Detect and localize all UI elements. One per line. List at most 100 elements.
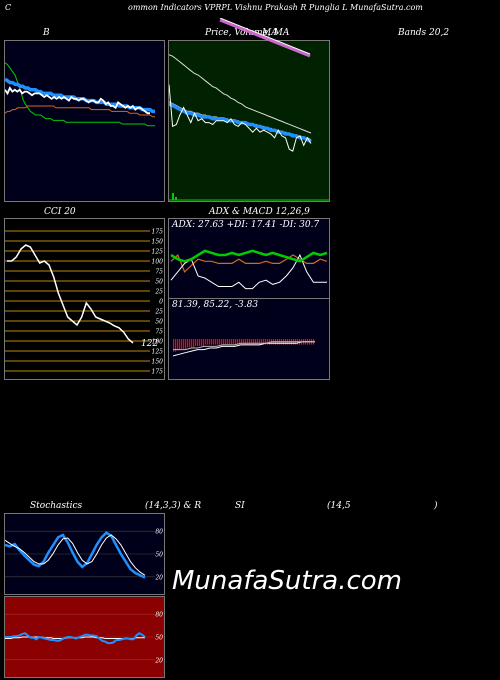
price-panel (168, 40, 330, 202)
macd-histogram-bar (245, 339, 247, 345)
stoch-tick-label: 50 (155, 552, 163, 559)
stoch-d-line (5, 534, 146, 576)
macd-histogram-bar (267, 339, 269, 345)
stoch-tick-label: 20 (154, 574, 163, 581)
upper-ma-line-2 (219, 18, 311, 55)
macd-histogram-bar (221, 339, 223, 345)
minus-di-line (170, 249, 328, 263)
stoch-k-line (5, 531, 146, 579)
cci-chart: 175 150 125 100 75 50 25 0 25 50 75 100 125 150 175 122 (5, 229, 164, 376)
adx-chart (170, 249, 328, 290)
macd-histogram-bar (241, 339, 243, 345)
cci-tick-label: 75 (155, 329, 163, 336)
macd-histogram-bar (217, 339, 219, 345)
rsi-line (5, 632, 146, 645)
stochastics-panel: 80 50 20 (4, 513, 165, 595)
macd-histogram-bar (173, 339, 175, 352)
rsi-panel: 80 50 20 (4, 596, 165, 678)
cci-tick-label: 150 (152, 359, 164, 366)
cci-tick-label: 0 (159, 299, 163, 306)
adx-panel: ADX: 27.63 +DI: 17.41 -DI: 30.7 (168, 218, 330, 300)
upper-ma-line (219, 18, 311, 58)
macd-histogram-bar (235, 339, 237, 345)
macd-histogram-bar (225, 339, 227, 345)
ma-very-long-line (169, 54, 312, 134)
macd-histogram-bar (207, 339, 209, 345)
macd-histogram-bar (193, 339, 195, 348)
cci-tick-label: 100 (152, 339, 164, 346)
macd-histogram-bar (175, 339, 177, 352)
macd-histogram-bar (215, 339, 217, 345)
macd-histogram-bar (261, 339, 263, 345)
cci-tick-label: 125 (152, 249, 164, 256)
macd-histogram-bar (265, 339, 267, 345)
stoch-title: Stochastics (30, 501, 83, 511)
header-title: ommon Indicators VPRPL Vishnu Prakash R … (128, 3, 423, 12)
macd-histogram-bar (257, 339, 259, 345)
macd-histogram-bar (223, 339, 225, 345)
macd-histogram-bar (183, 339, 185, 349)
bands-title-b: B (43, 28, 50, 38)
macd-histogram-bar (185, 339, 187, 349)
macd-values: 81.39, 85.22, -3.83 (172, 300, 259, 310)
macd-histogram-bar (227, 339, 229, 345)
macd-chart (172, 339, 315, 357)
ma-short-line (169, 102, 312, 144)
macd-histogram-bar (199, 339, 201, 346)
header-c: C (5, 3, 12, 12)
macd-panel: 81.39, 85.22, -3.83 (168, 298, 330, 380)
cci-tick-label: 100 (152, 259, 164, 266)
rsi-title-params: (14,5 (327, 501, 351, 511)
bollinger-chart (5, 62, 155, 127)
macd-line (172, 341, 315, 357)
bollinger-panel (4, 40, 165, 202)
stoch-title-params: (14,3,3) & R (145, 501, 202, 511)
cci-tick-label: 125 (152, 349, 164, 356)
macd-histogram-bar (213, 339, 215, 345)
cci-tick-label: 25 (154, 289, 163, 296)
volume-bar (175, 197, 177, 200)
macd-histogram-bar (209, 339, 211, 345)
plus-di-line (170, 253, 327, 290)
macd-histogram-bar (203, 339, 205, 346)
cci-tick-label: 50 (155, 319, 163, 326)
watermark: MunafaSutra.com (172, 566, 403, 596)
cci-tick-label: 150 (152, 239, 164, 246)
adx-values: ADX: 27.63 +DI: 17.41 -DI: 30.7 (172, 220, 320, 230)
macd-histogram-bar (231, 339, 233, 345)
macd-histogram-bar (201, 339, 203, 346)
macd-histogram-bar (229, 339, 231, 345)
macd-histogram-bar (255, 339, 257, 345)
cci-title: CCI 20 (44, 207, 76, 217)
bb-upper-line (5, 62, 155, 127)
rsi-tick-label: 20 (154, 657, 163, 664)
macd-histogram-bar (191, 339, 193, 348)
macd-histogram-bar (179, 339, 181, 351)
price-line (169, 84, 312, 152)
bb-lower-line (5, 105, 155, 118)
stoch-tick-label: 80 (155, 529, 163, 536)
price-title: Price, Volume, MA (205, 28, 290, 38)
price-upper-ma-overlay (219, 18, 311, 58)
cci-tick-label: 175 (152, 229, 164, 236)
macd-histogram-bar (253, 339, 255, 345)
cci-line (7, 244, 134, 344)
cci-tick-label: 75 (155, 269, 163, 276)
rsi-chart: 80 50 20 (5, 612, 163, 664)
macd-histogram-bar (211, 339, 213, 345)
macd-histogram-bar (237, 339, 239, 345)
macd-histogram-bar (247, 339, 249, 345)
bands-title: Bands 20,2 (398, 28, 450, 38)
macd-histogram-bar (251, 339, 253, 345)
cci-tick-label: 50 (155, 279, 163, 286)
macd-histogram-bar (195, 339, 197, 346)
cci-last-value: 122 (141, 339, 158, 349)
macd-histogram-bar (189, 339, 191, 348)
rsi-tick-label: 80 (155, 612, 163, 619)
cci-panel: 175 150 125 100 75 50 25 0 25 50 75 100 125 150 175 122 (4, 218, 165, 380)
bb-price-line (5, 86, 150, 115)
macd-histogram-bar (177, 339, 179, 351)
price-chart (169, 54, 329, 201)
volume-bar (172, 193, 174, 200)
macd-histogram-bar (219, 339, 221, 345)
